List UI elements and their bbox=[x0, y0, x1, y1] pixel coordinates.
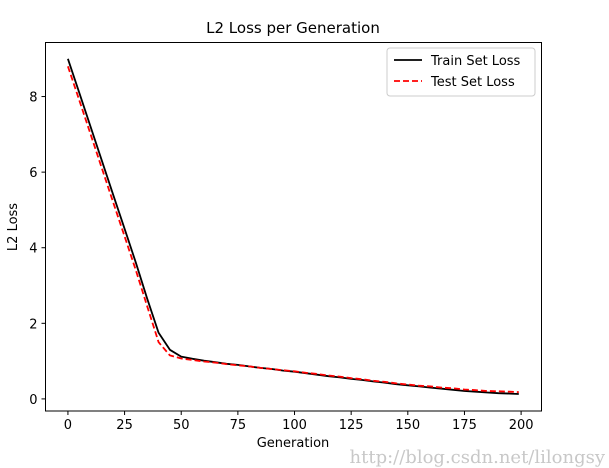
legend-label-test: Test Set Loss bbox=[430, 75, 515, 90]
x-tick-label: 75 bbox=[230, 418, 247, 433]
x-tick-label: 200 bbox=[509, 418, 534, 433]
chart-title: L2 Loss per Generation bbox=[206, 19, 380, 37]
x-tick-label: 50 bbox=[173, 418, 190, 433]
series-line-test bbox=[67, 66, 519, 393]
y-tick-label: 4 bbox=[29, 242, 37, 257]
y-tick-label: 6 bbox=[29, 166, 37, 181]
y-axis-label: L2 Loss bbox=[6, 203, 21, 251]
x-tick-label: 175 bbox=[452, 418, 477, 433]
x-tick-label: 100 bbox=[282, 418, 307, 433]
y-tick-label: 8 bbox=[29, 91, 37, 106]
x-tick-label: 0 bbox=[64, 418, 72, 433]
legend-label-train: Train Set Loss bbox=[430, 54, 521, 69]
x-axis-label: Generation bbox=[257, 436, 330, 451]
y-tick-label: 0 bbox=[29, 393, 37, 408]
x-tick-label: 150 bbox=[395, 418, 420, 433]
watermark: http://blog.csdn.net/lilongsy bbox=[349, 447, 605, 468]
legend-box bbox=[386, 47, 536, 97]
y-tick-label: 2 bbox=[29, 317, 37, 332]
x-tick-label: 125 bbox=[339, 418, 364, 433]
legend: Train Set Loss Test Set Loss bbox=[386, 47, 536, 97]
plot-area bbox=[45, 42, 542, 412]
x-tick-label: 25 bbox=[116, 418, 133, 433]
series-line-train bbox=[67, 58, 519, 395]
